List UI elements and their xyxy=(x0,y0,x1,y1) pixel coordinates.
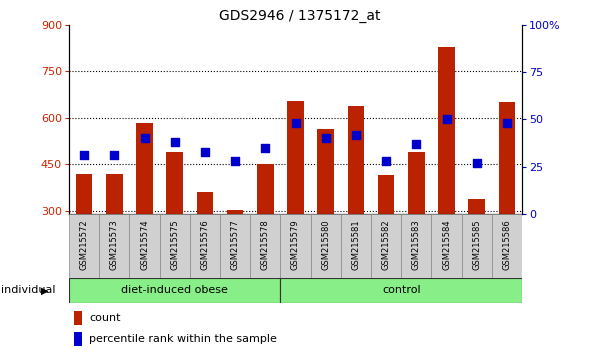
Text: GSM215584: GSM215584 xyxy=(442,219,451,270)
Bar xyxy=(76,174,92,214)
Bar xyxy=(130,214,160,278)
Bar xyxy=(287,101,304,214)
Text: GSM215576: GSM215576 xyxy=(200,219,209,270)
Bar xyxy=(166,152,183,214)
Bar xyxy=(190,214,220,278)
Point xyxy=(502,120,512,126)
Text: GSM215585: GSM215585 xyxy=(472,219,481,270)
Text: GSM215583: GSM215583 xyxy=(412,219,421,270)
Bar xyxy=(74,311,82,325)
Text: GSM215574: GSM215574 xyxy=(140,219,149,270)
Bar xyxy=(99,214,130,278)
Text: GSM215577: GSM215577 xyxy=(230,219,239,270)
Bar xyxy=(469,199,485,214)
Point xyxy=(291,120,301,126)
Bar xyxy=(499,102,515,214)
Bar xyxy=(280,278,522,303)
Bar xyxy=(197,193,213,214)
Bar xyxy=(106,174,122,214)
Bar xyxy=(317,129,334,214)
Text: GSM215572: GSM215572 xyxy=(80,219,89,270)
Bar xyxy=(492,214,522,278)
Point xyxy=(382,158,391,164)
Point xyxy=(109,153,119,158)
Point xyxy=(200,149,210,154)
Bar xyxy=(347,105,364,214)
Bar xyxy=(160,214,190,278)
Bar xyxy=(408,152,425,214)
Text: count: count xyxy=(89,313,121,323)
Text: GSM215573: GSM215573 xyxy=(110,219,119,270)
Point xyxy=(79,153,89,158)
Text: GDS2946 / 1375172_at: GDS2946 / 1375172_at xyxy=(219,9,381,23)
Point xyxy=(412,141,421,147)
Bar xyxy=(371,214,401,278)
Bar xyxy=(250,214,280,278)
Text: diet-induced obese: diet-induced obese xyxy=(121,285,228,295)
Bar xyxy=(220,214,250,278)
Bar xyxy=(257,165,274,214)
Text: GSM215575: GSM215575 xyxy=(170,219,179,270)
Point xyxy=(351,132,361,137)
Bar xyxy=(69,278,280,303)
Bar xyxy=(401,214,431,278)
Point xyxy=(170,139,179,145)
Text: GSM215578: GSM215578 xyxy=(261,219,270,270)
Bar xyxy=(74,332,82,346)
Bar xyxy=(438,46,455,214)
Bar xyxy=(227,210,244,214)
Point xyxy=(321,136,331,141)
Point xyxy=(230,158,240,164)
Point xyxy=(472,160,481,166)
Text: GSM215586: GSM215586 xyxy=(502,219,511,270)
Text: individual: individual xyxy=(1,285,56,295)
Bar xyxy=(461,214,492,278)
Point xyxy=(260,145,270,151)
Text: GSM215580: GSM215580 xyxy=(321,219,330,270)
Bar xyxy=(69,214,99,278)
Text: GSM215582: GSM215582 xyxy=(382,219,391,270)
Bar xyxy=(431,214,461,278)
Text: GSM215581: GSM215581 xyxy=(352,219,361,270)
Point xyxy=(442,116,451,122)
Bar xyxy=(341,214,371,278)
Bar xyxy=(280,214,311,278)
Text: GSM215579: GSM215579 xyxy=(291,219,300,270)
Text: ▶: ▶ xyxy=(41,285,49,295)
Text: control: control xyxy=(382,285,421,295)
Text: percentile rank within the sample: percentile rank within the sample xyxy=(89,334,277,344)
Bar xyxy=(378,175,394,214)
Bar xyxy=(311,214,341,278)
Bar xyxy=(136,122,153,214)
Point xyxy=(140,136,149,141)
